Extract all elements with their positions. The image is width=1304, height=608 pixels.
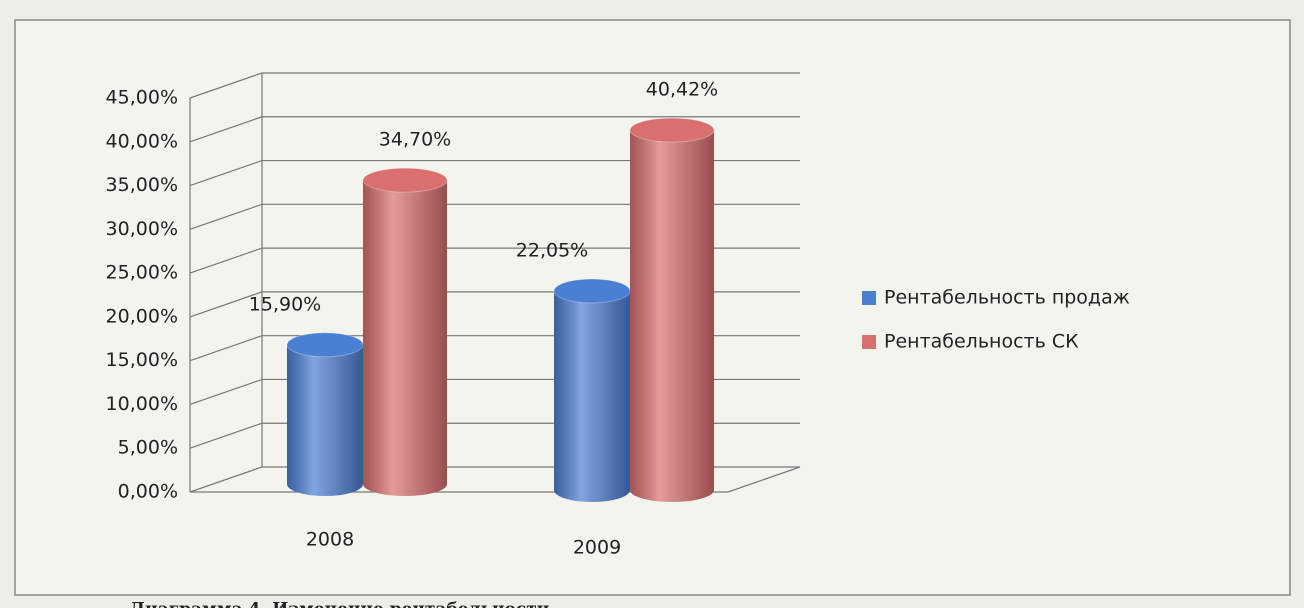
axis xyxy=(189,98,801,493)
caption: Диаграмма 4. Изменение рентабельности xyxy=(130,600,550,608)
bar-shade xyxy=(287,344,363,496)
y-tick-label: 20,00% xyxy=(106,305,178,327)
data-label: 34,70% xyxy=(379,129,451,151)
legend-swatch xyxy=(862,335,876,349)
y-tick-label: 10,00% xyxy=(106,393,178,415)
bar-top xyxy=(362,167,448,193)
bar-shade xyxy=(630,130,714,502)
data-label: 40,42% xyxy=(646,79,718,101)
bar-top xyxy=(629,117,715,143)
data-label: 15,90% xyxy=(249,293,321,315)
y-tick-label: 15,00% xyxy=(106,349,178,371)
x-tick-label: 2009 xyxy=(573,537,621,559)
legend-swatch xyxy=(862,291,876,305)
legend-label: Рентабельность продаж xyxy=(884,287,1130,309)
bar-top xyxy=(286,332,364,358)
y-tick-label: 45,00% xyxy=(106,87,178,109)
bar-shade xyxy=(554,290,630,502)
y-tick-label: 30,00% xyxy=(106,218,178,240)
bar-shade xyxy=(363,180,447,496)
legend-label: Рентабельность СК xyxy=(884,331,1079,353)
y-tick-label: 40,00% xyxy=(106,130,178,152)
y-tick-label: 0,00% xyxy=(118,481,178,503)
y-tick-label: 5,00% xyxy=(118,437,178,459)
data-label: 22,05% xyxy=(516,239,588,261)
y-tick-label: 35,00% xyxy=(106,174,178,196)
bar-top xyxy=(553,278,631,304)
x-tick-label: 2008 xyxy=(306,529,354,551)
y-tick-label: 25,00% xyxy=(106,262,178,284)
